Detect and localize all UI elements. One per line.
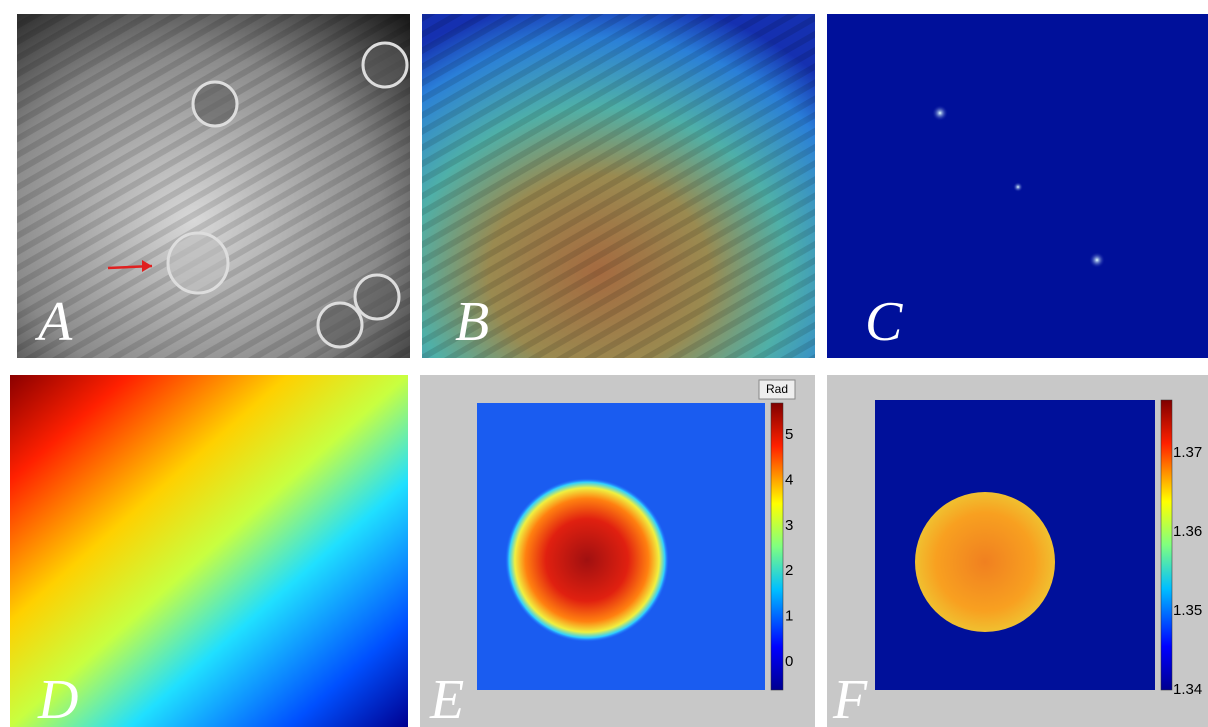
colorbar-tick-label: 1.35 bbox=[1173, 602, 1202, 619]
panel-label: E bbox=[429, 669, 464, 727]
panel-c: C bbox=[827, 14, 1208, 358]
panel-f: 1.37 1.36 1.35 1.34 F bbox=[827, 375, 1208, 727]
colorbar-tick-label: 2 bbox=[785, 562, 793, 579]
colorbar-tick-label: 1.34 bbox=[1173, 681, 1202, 698]
panel-d: D bbox=[10, 375, 408, 727]
panel-b: B bbox=[422, 14, 815, 358]
colorbar-tick-label: 0 bbox=[785, 653, 793, 670]
colorbar-tick-label: 4 bbox=[785, 471, 793, 488]
panel-label: C bbox=[865, 291, 903, 353]
colorbar-tick-label: 1.37 bbox=[1173, 444, 1202, 461]
colorbar-title: Rad bbox=[766, 382, 788, 396]
figure: A B C D Rad 5 4 3 2 1 0 E 1.37 1.36 1.35 1.34 bbox=[0, 0, 1208, 727]
panel-label: D bbox=[37, 669, 78, 727]
panel-a: A bbox=[17, 14, 410, 358]
colorbar-tick-label: 1 bbox=[785, 608, 793, 625]
colorbar-tick-label: 3 bbox=[785, 517, 793, 534]
panel-label: A bbox=[34, 291, 73, 353]
panel-label: B bbox=[455, 291, 489, 353]
panel-e: Rad 5 4 3 2 1 0 E bbox=[420, 375, 815, 727]
colorbar-tick-label: 5 bbox=[785, 426, 793, 443]
colorbar-tick-label: 1.36 bbox=[1173, 523, 1202, 540]
panel-label: F bbox=[832, 669, 868, 727]
